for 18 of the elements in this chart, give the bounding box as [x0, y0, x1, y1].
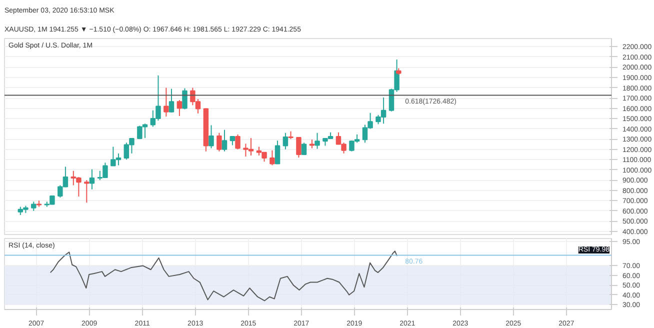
- candlestick: [282, 132, 288, 150]
- candlestick: [182, 88, 188, 110]
- candlestick: [270, 150, 275, 166]
- candlestick: [168, 88, 174, 113]
- line-series: [50, 250, 398, 302]
- candlestick: [301, 142, 307, 156]
- candlestick: [274, 140, 280, 164]
- candlestick: [176, 100, 182, 116]
- candlestick: [84, 180, 90, 204]
- candlestick: [314, 132, 320, 150]
- candlestick: [31, 201, 36, 212]
- candlestick: [222, 129, 228, 152]
- candlestick: [208, 124, 214, 149]
- candlestick: [235, 134, 240, 150]
- candlestick: [164, 87, 169, 117]
- candlestick: [216, 132, 222, 152]
- candlestick: [89, 168, 95, 190]
- candlestick: [296, 136, 302, 158]
